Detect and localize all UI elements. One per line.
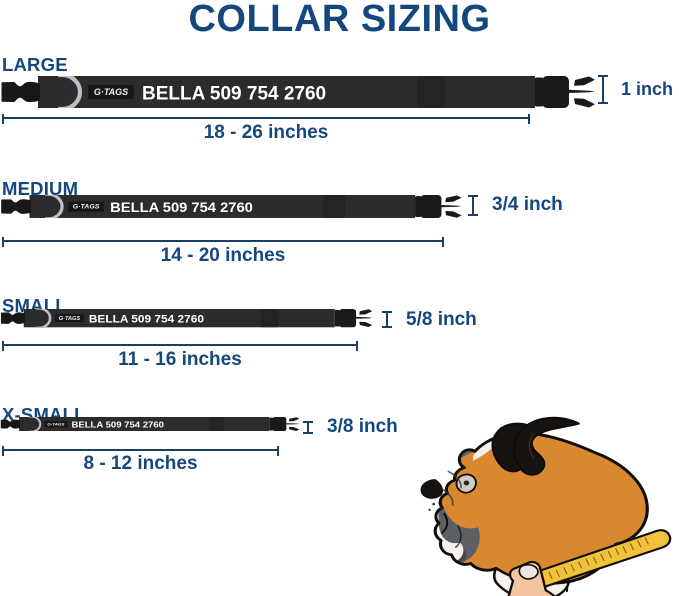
svg-text:G·TAGS: G·TAGS bbox=[94, 87, 128, 97]
svg-text:BELLA 509 754 2760: BELLA 509 754 2760 bbox=[89, 314, 204, 325]
svg-text:G·TAGS: G·TAGS bbox=[73, 204, 100, 211]
svg-text:BELLA 509 754 2760: BELLA 509 754 2760 bbox=[142, 83, 326, 104]
svg-text:G·TAGS: G·TAGS bbox=[59, 316, 81, 322]
svg-text:BELLA 509 754 2760: BELLA 509 754 2760 bbox=[110, 200, 253, 215]
svg-text:BELLA 509 754 2760: BELLA 509 754 2760 bbox=[71, 420, 164, 429]
svg-text:G·TAGS: G·TAGS bbox=[47, 421, 64, 426]
